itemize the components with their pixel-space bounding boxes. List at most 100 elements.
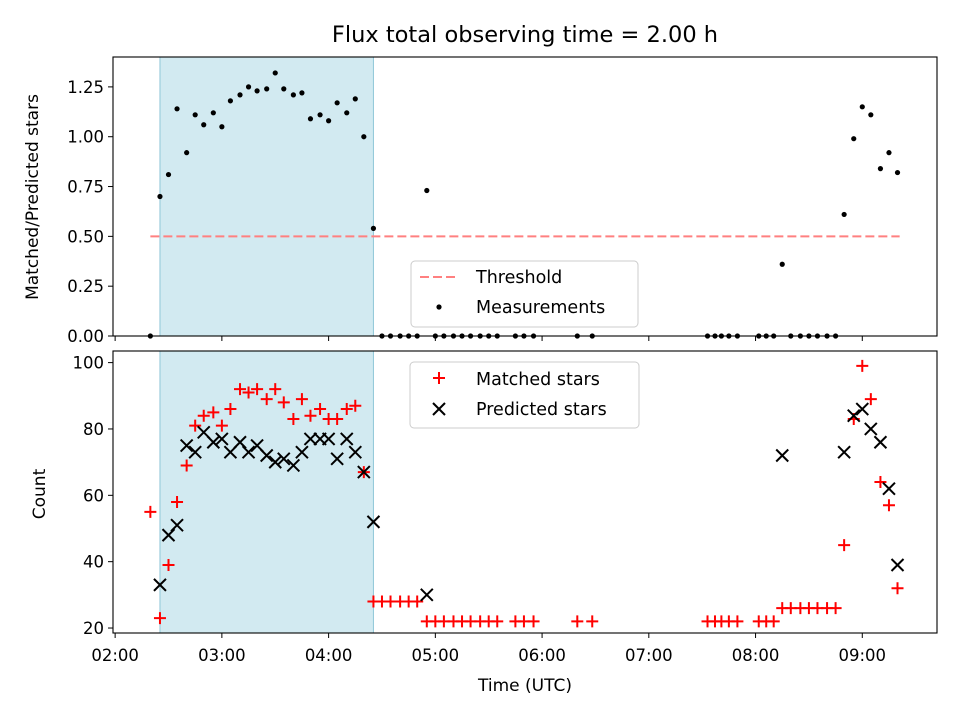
x-tick-label: 08:00 (732, 646, 780, 665)
measurement-point (307, 116, 314, 122)
matched-star-point (215, 419, 228, 432)
predicted-star-point (215, 432, 229, 446)
bottom-y-tick-label: 80 (83, 420, 104, 439)
measurement-point (254, 88, 260, 94)
predicted-star-point (286, 458, 301, 473)
measurement-point (192, 112, 198, 118)
matched-star-point (527, 615, 540, 628)
bottom-panel: 20 40 60 80 100 02:00 03:00 04:00 05:00 06:00 07:0… (30, 350, 938, 696)
matched-star-point (571, 615, 584, 628)
matched-star-point (189, 419, 202, 432)
predicted-star-point (303, 432, 318, 446)
x-tick-label: 03:00 (198, 646, 246, 665)
bottom-y-axis-label: Count (30, 468, 50, 519)
measurement-point (174, 106, 180, 112)
predicted-star-point (277, 452, 291, 466)
top-y-tick-label: 0.00 (67, 327, 104, 346)
legend-matched-label: Matched stars (476, 370, 600, 390)
legend-measurements-swatch (436, 304, 442, 310)
measurement-point (877, 166, 884, 172)
x-tick-label: 07:00 (625, 646, 673, 665)
measurement-point (334, 100, 340, 106)
top-legend-frame (410, 260, 639, 328)
top-axes-frame (112, 56, 938, 337)
matched-star-point (829, 602, 842, 615)
measurement-point (859, 104, 865, 110)
bottom-y-tick-label: 60 (83, 486, 104, 505)
matched-star-point (586, 615, 599, 628)
predicted-star-point (882, 481, 896, 496)
matched-star-point (856, 359, 869, 372)
matched-star-point (304, 409, 317, 422)
x-tick-label: 02:00 (91, 646, 139, 665)
matched-star-point (162, 558, 175, 571)
measurement-point (317, 112, 323, 118)
measurement-point (227, 98, 234, 104)
predicted-star-point (206, 435, 221, 449)
predicted-star-point (241, 445, 256, 459)
measurement-point (424, 187, 430, 194)
top-y-tick-label: 0.75 (67, 178, 104, 197)
matched-star-point (242, 386, 255, 399)
measurement-point (326, 118, 332, 124)
predicted-star-point (233, 435, 247, 449)
top-y-axis-label: Matched/Predicted stars (23, 94, 43, 300)
matched-star-point (153, 612, 166, 625)
predicted-star-point (268, 455, 282, 469)
measurement-point (165, 171, 172, 178)
top-legend: Threshold Measurements (410, 260, 639, 328)
measurement-point (237, 92, 243, 98)
matched-star-point (891, 582, 904, 595)
matched-star-point (838, 539, 851, 552)
x-tick-label: 06:00 (518, 646, 566, 665)
legend-predicted-label: Predicted stars (476, 400, 607, 420)
bottom-y-tick-label: 40 (83, 553, 104, 572)
matched-star-point (287, 413, 300, 426)
matched-star-point (269, 383, 282, 396)
x-axis-label: Time (UTC) (477, 676, 572, 696)
predicted-star-point (837, 445, 851, 459)
measurement-point (290, 92, 296, 98)
top-y-tick-label: 1.00 (67, 128, 104, 147)
matched-star-point (491, 615, 504, 628)
bottom-y-tick-label: 20 (83, 619, 104, 638)
matched-star-point (411, 595, 424, 608)
predicted-star-point (357, 465, 371, 479)
matched-star-point (349, 399, 362, 412)
matched-star-point (874, 476, 887, 489)
measurement-point (868, 112, 874, 118)
top-y-tick-label: 0.25 (67, 277, 104, 296)
measurement-point (157, 193, 163, 200)
measurement-point (361, 134, 367, 140)
matched-star-point (171, 495, 184, 508)
matched-star-point (340, 403, 353, 416)
matched-star-point (731, 615, 744, 628)
measurement-point (370, 225, 377, 231)
measurement-point (894, 169, 901, 176)
predicted-star-point (340, 432, 354, 446)
predicted-star-point (188, 445, 202, 459)
measurement-point (886, 150, 892, 156)
top-y-tick-label: 0.50 (67, 227, 104, 246)
measurement-point (281, 86, 287, 92)
x-tick-label: 09:00 (839, 646, 887, 665)
bottom-legend: Matched stars Predicted stars (409, 361, 640, 429)
bottom-axes-frame (112, 350, 938, 634)
measurement-point (779, 261, 785, 267)
predicted-star-point (321, 432, 336, 446)
matched-star-point (207, 406, 220, 419)
matched-star-point (180, 459, 193, 472)
legend-measurements-label: Measurements (476, 298, 605, 318)
matched-star-point (197, 409, 210, 422)
measurement-point (344, 110, 350, 116)
predicted-star-point (873, 435, 888, 449)
top-panel: 0.00 0.25 0.50 0.75 1.00 1.25 Matched/Predict… (23, 56, 938, 346)
matched-star-point (295, 393, 308, 406)
measurement-point (272, 70, 278, 76)
measurement-point (851, 136, 857, 142)
matched-star-point (767, 615, 780, 628)
predicted-star-point (890, 558, 905, 572)
matched-star-point (277, 396, 290, 409)
predicted-star-point (775, 448, 789, 463)
predicted-star-point (420, 588, 434, 602)
